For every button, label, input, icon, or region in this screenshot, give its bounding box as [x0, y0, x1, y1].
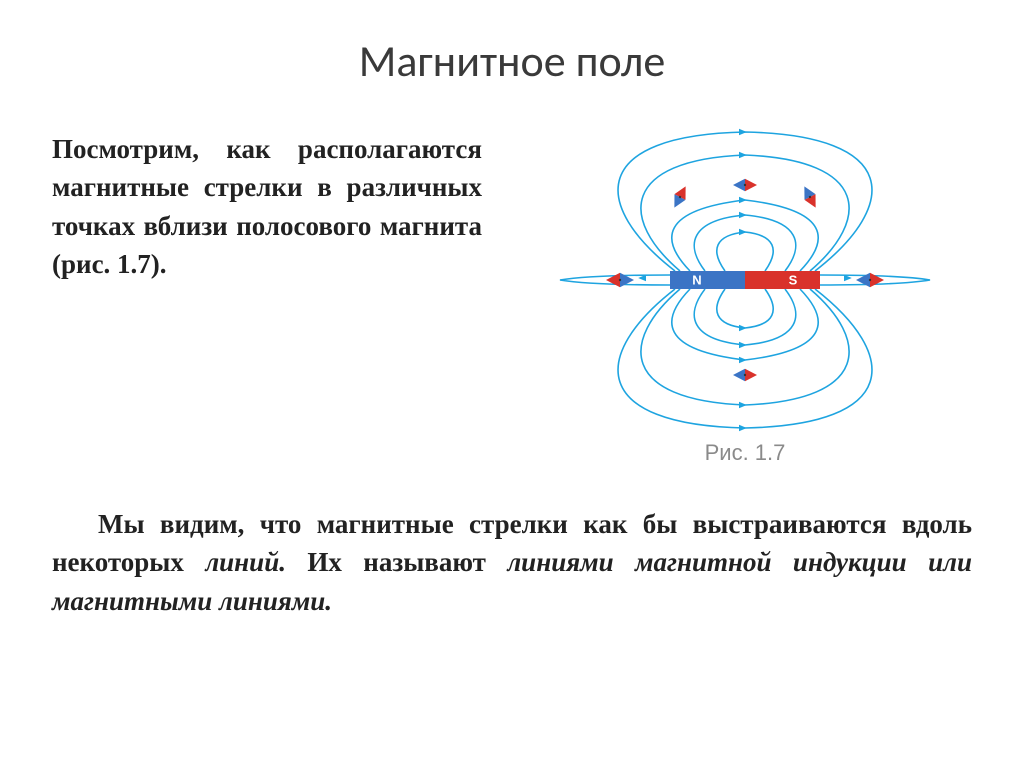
figure-caption: Рис. 1.7: [530, 440, 960, 466]
svg-text:S: S: [789, 272, 798, 287]
svg-text:N: N: [692, 272, 701, 287]
para2-part-c: Их называют: [307, 547, 507, 577]
slide: Магнитное поле Посмотрим, как располагаю…: [0, 0, 1024, 767]
page-title: Магнитное поле: [0, 34, 1024, 88]
para2-part-b: линий.: [205, 547, 307, 577]
magnet-field-diagram: NS: [530, 120, 960, 440]
intro-paragraph: Посмотрим, как располагаются магнитные с…: [52, 130, 482, 283]
conclusion-paragraph: Мы видим, что магнитные стрелки как бы в…: [52, 505, 972, 620]
